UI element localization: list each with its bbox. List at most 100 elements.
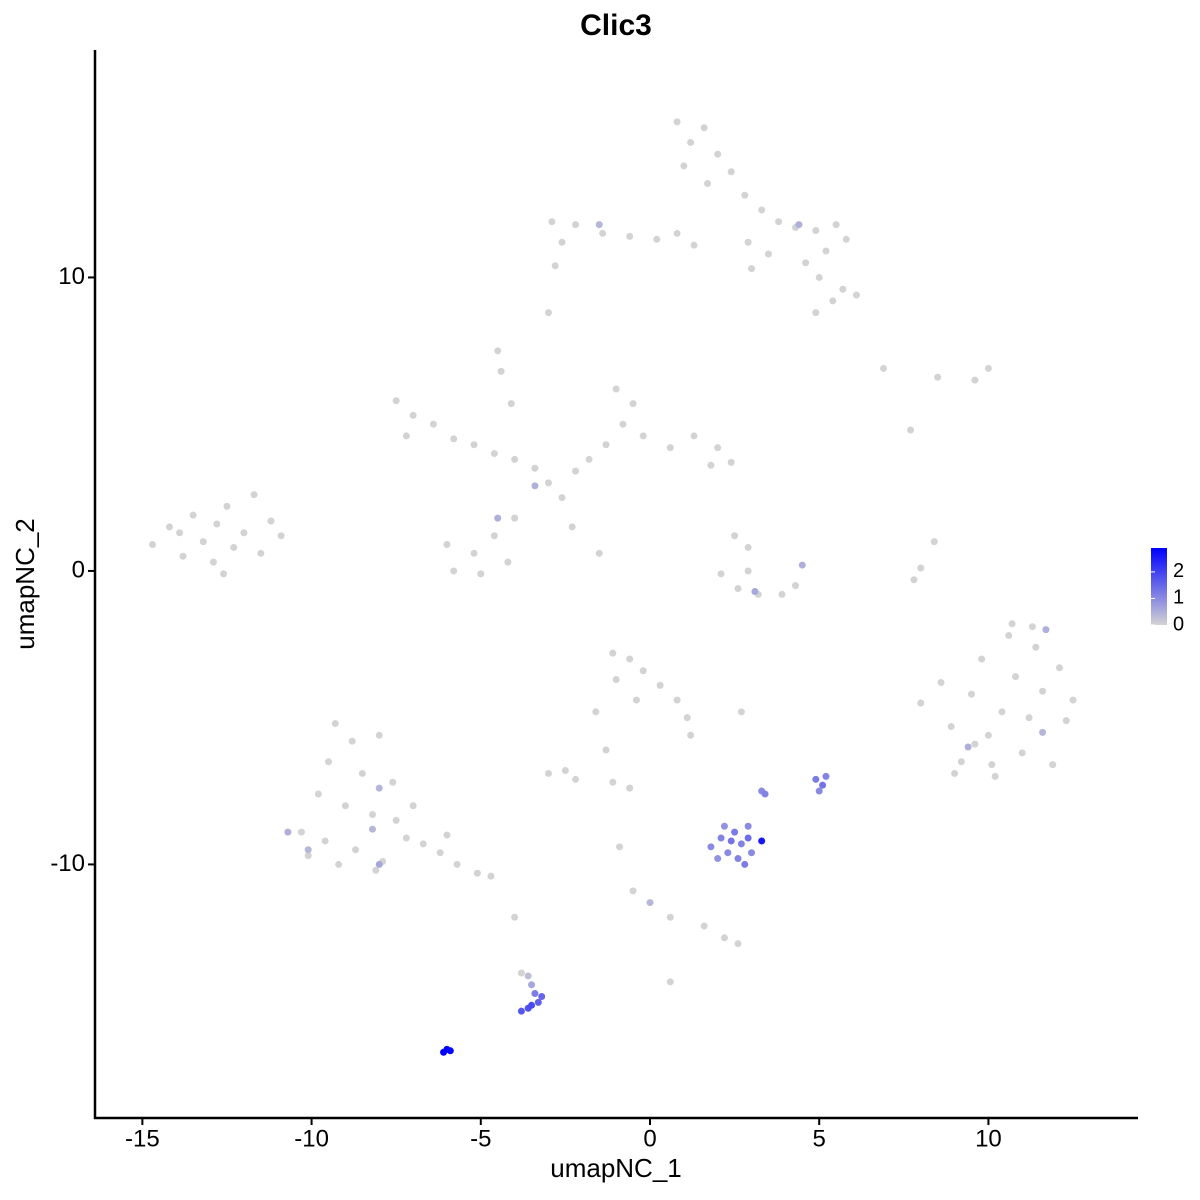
point <box>910 576 918 584</box>
point <box>497 367 505 375</box>
point <box>419 840 427 848</box>
point <box>727 168 735 176</box>
point <box>220 570 228 578</box>
point <box>149 541 157 549</box>
point <box>358 769 366 777</box>
point <box>325 758 333 766</box>
point <box>822 247 830 255</box>
y-tick-label: 10 <box>58 263 85 290</box>
point <box>673 118 681 126</box>
point <box>375 860 383 868</box>
point <box>189 511 197 519</box>
point <box>528 981 536 989</box>
point <box>984 364 992 372</box>
point <box>1069 696 1077 704</box>
point <box>646 899 654 907</box>
point <box>612 385 620 393</box>
point <box>653 235 661 243</box>
point <box>815 273 823 281</box>
point <box>517 969 525 977</box>
point <box>727 458 735 466</box>
point <box>409 411 417 419</box>
point <box>616 843 624 851</box>
point <box>297 828 305 836</box>
point <box>720 934 728 942</box>
point <box>673 696 681 704</box>
x-tick-label: -5 <box>470 1125 491 1152</box>
x-tick-label: -15 <box>125 1125 160 1152</box>
point <box>690 241 698 249</box>
point <box>619 420 627 428</box>
point <box>402 834 410 842</box>
point <box>798 561 806 569</box>
point <box>165 523 173 531</box>
point <box>832 221 840 229</box>
point <box>1039 687 1047 695</box>
point <box>494 347 502 355</box>
point <box>1032 643 1040 651</box>
point <box>544 479 552 487</box>
point <box>341 802 349 810</box>
point <box>304 846 312 854</box>
point <box>609 649 617 657</box>
point <box>704 180 712 188</box>
point <box>352 846 360 854</box>
point <box>348 737 356 745</box>
point <box>626 784 634 792</box>
point <box>392 816 400 824</box>
point <box>223 502 231 510</box>
point <box>714 150 722 158</box>
x-axis-label: umapNC_1 <box>550 1153 682 1183</box>
point <box>389 778 397 786</box>
point <box>734 855 742 863</box>
point <box>1062 717 1070 725</box>
point <box>758 206 766 214</box>
point <box>1042 626 1050 634</box>
point <box>727 837 735 845</box>
point <box>957 758 965 766</box>
point <box>436 849 444 857</box>
point <box>1049 761 1057 769</box>
x-tick-label: 10 <box>975 1125 1002 1152</box>
point <box>819 781 827 789</box>
point <box>731 828 739 836</box>
point <box>720 822 728 830</box>
point <box>639 667 647 675</box>
point <box>568 523 576 531</box>
point <box>470 441 478 449</box>
point <box>971 376 979 384</box>
point <box>717 570 725 578</box>
point <box>531 464 539 472</box>
point <box>450 435 458 443</box>
point <box>450 567 458 575</box>
point <box>304 852 312 860</box>
point <box>917 564 925 572</box>
point <box>538 992 546 1000</box>
point <box>744 543 752 551</box>
point <box>764 250 772 258</box>
point <box>477 570 485 578</box>
point <box>1055 664 1063 672</box>
point <box>335 860 343 868</box>
point <box>748 849 756 857</box>
point <box>230 543 238 551</box>
point <box>595 221 603 229</box>
point <box>487 872 495 880</box>
point <box>852 291 860 299</box>
point <box>951 769 959 777</box>
point <box>937 678 945 686</box>
point <box>971 740 979 748</box>
point <box>724 849 732 857</box>
x-tick-label: -10 <box>294 1125 329 1152</box>
point <box>842 235 850 243</box>
point <box>199 538 207 546</box>
colorbar <box>1151 548 1167 625</box>
point <box>511 514 519 522</box>
point <box>277 532 285 540</box>
point <box>429 420 437 428</box>
point <box>321 837 329 845</box>
point <box>1011 673 1019 681</box>
point <box>250 491 258 499</box>
point <box>511 913 519 921</box>
point <box>988 761 996 769</box>
